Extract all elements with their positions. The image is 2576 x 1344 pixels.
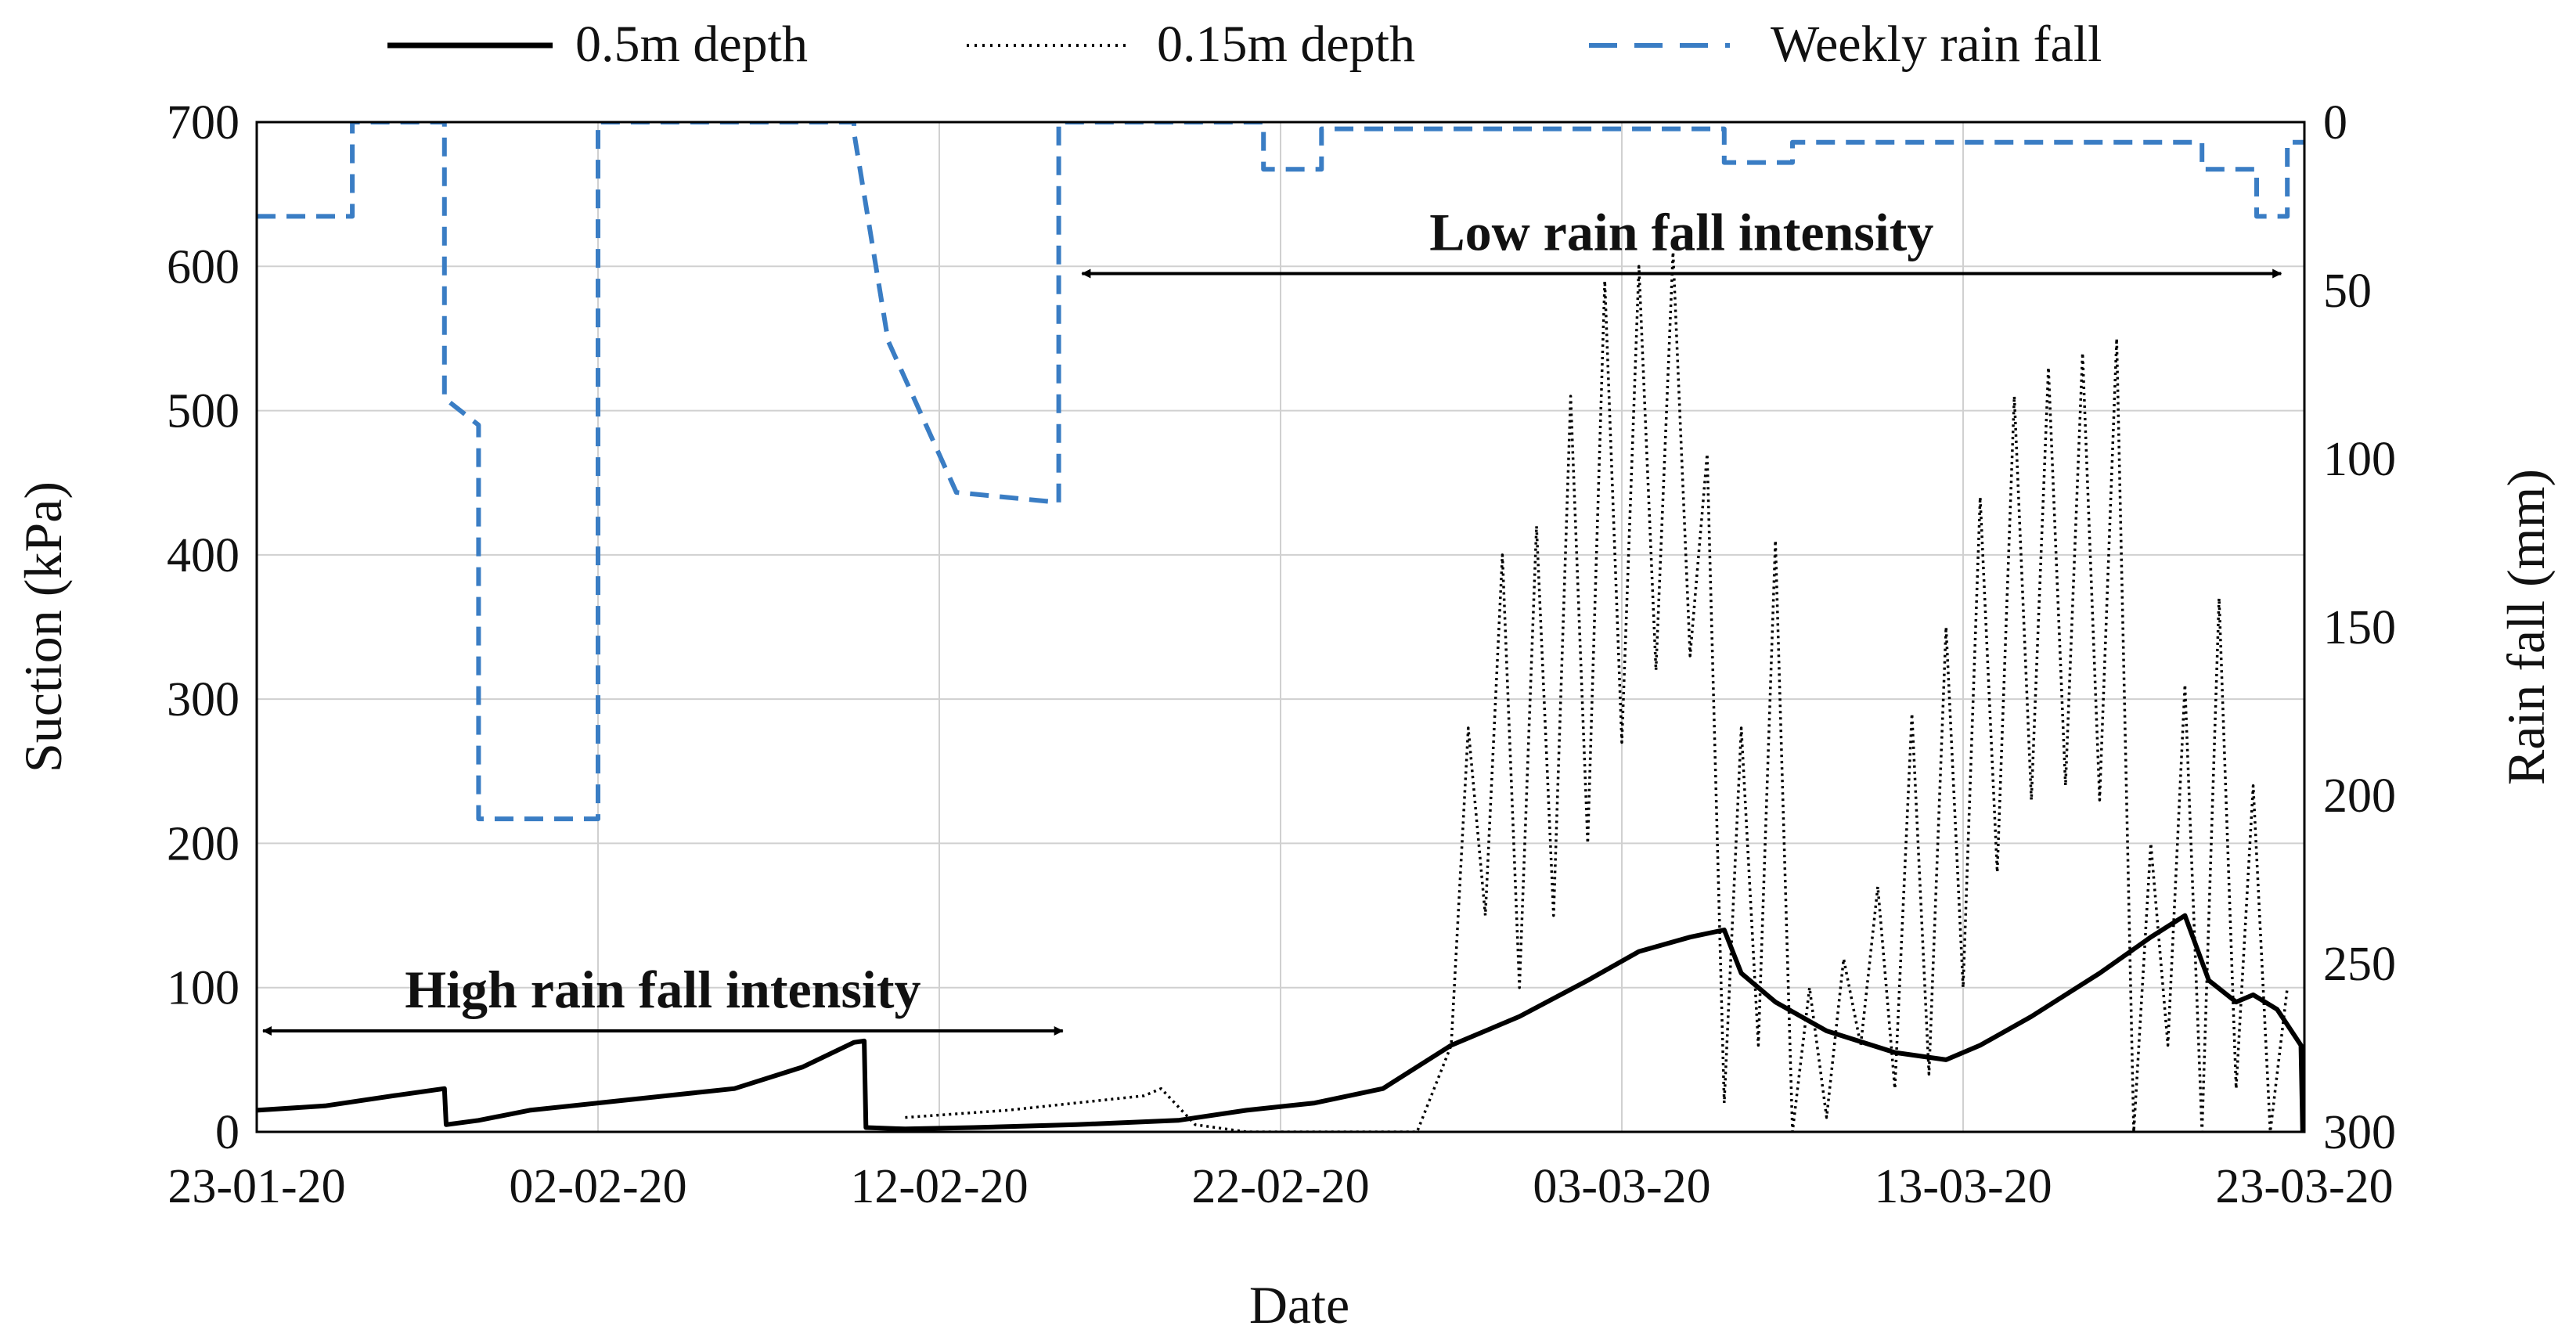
series-line-0-5m-depth (257, 913, 2304, 1132)
y-tick-label: 100 (167, 962, 240, 1015)
y2-axis-title: Rain fall (mm) (2496, 469, 2556, 785)
y2-tick-label: 300 (2323, 1106, 2396, 1159)
legend-label-weekly-rain-fall: Weekly rain fall (1771, 16, 2102, 73)
y-tick-label: 200 (167, 817, 240, 870)
annotation-label: Low rain fall intensity (1429, 203, 1933, 262)
tick-labels: 0 100 200 300 400 500 600 700 0 50 100 150 200 250 300… (167, 96, 2396, 1213)
y-tick-label: 700 (167, 96, 240, 150)
x-tick-label: 13-03-20 (1874, 1160, 2052, 1213)
series-line-0-15m-depth (905, 250, 2289, 1132)
y2-tick-label: 0 (2323, 96, 2347, 150)
plot-frame (255, 121, 2306, 1133)
y-axis-title: Suction (kPa) (13, 481, 73, 773)
y-tick-label: 600 (167, 240, 240, 294)
y-tick-label: 300 (167, 673, 240, 726)
legend-label-0.15m-depth: 0.15m depth (1157, 16, 1415, 73)
y2-tick-label: 50 (2323, 265, 2372, 318)
series-layer (257, 122, 2304, 1132)
series-line-weekly-rain-fall (257, 122, 2304, 822)
legend: 0.5m depth 0.15m depth Weekly rain fall (387, 16, 2102, 73)
x-tick-label: 22-02-20 (1191, 1160, 1369, 1213)
annotation-label: High rain fall intensity (405, 960, 921, 1019)
y-tick-label: 0 (215, 1106, 240, 1159)
y2-tick-label: 100 (2323, 433, 2396, 486)
y2-tick-label: 200 (2323, 769, 2396, 823)
y2-tick-label: 250 (2323, 938, 2396, 991)
x-tick-label: 03-03-20 (1533, 1160, 1710, 1213)
annotations: High rain fall intensity Low rain fall in… (262, 203, 2282, 1036)
x-tick-label: 02-02-20 (509, 1160, 686, 1213)
x-tick-label: 23-01-20 (168, 1160, 345, 1213)
x-axis-title: Date (1249, 1275, 1349, 1335)
x-tick-label: 12-02-20 (850, 1160, 1028, 1213)
x-tick-label: 23-03-20 (2215, 1160, 2393, 1213)
y-tick-label: 400 (167, 529, 240, 582)
y2-tick-label: 150 (2323, 601, 2396, 654)
y-tick-label: 500 (167, 385, 240, 438)
legend-label-0.5m-depth: 0.5m depth (575, 16, 808, 73)
